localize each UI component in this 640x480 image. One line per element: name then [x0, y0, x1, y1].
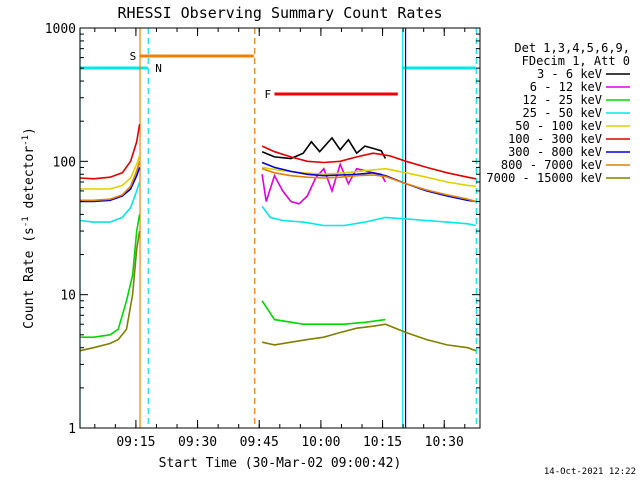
flag-label-0: S [130, 50, 137, 63]
series-lines [79, 124, 477, 352]
series-line-8-seg-0 [79, 230, 141, 352]
series-line-6-seg-0 [80, 167, 141, 203]
flag-label-1: N [155, 62, 162, 75]
series-line-7-seg-0 [80, 161, 141, 202]
series-line-8-seg-1 [261, 323, 477, 352]
vertical-markers [79, 28, 477, 428]
legend-label-6: 300 - 800 keV [508, 145, 602, 159]
legend-label-8: 7000 - 15000 keV [486, 171, 602, 185]
y-axis-label-sup1: -1 [21, 216, 31, 227]
chart-title: RHESSI Observing Summary Count Rates [117, 4, 442, 22]
y-axis-label: Count Rate (s-1 detector-1) [21, 127, 37, 329]
y-tick-label-0: 1 [68, 422, 76, 437]
y-tick-label-3: 1000 [45, 22, 76, 37]
flag-label-3: F [264, 88, 271, 101]
series-line-1-seg-1 [261, 161, 387, 205]
series-line-5-seg-1 [261, 145, 477, 180]
footer-date: 14-Oct-2021 12:22 [544, 467, 636, 477]
y-axis-label-sup2: -1 [21, 135, 31, 146]
x-axis-label: Start Time (30-Mar-02 09:00:42) [159, 456, 402, 471]
series-line-6-seg-1 [261, 161, 477, 203]
series-line-4-seg-1 [261, 166, 476, 188]
x-tick-label-1: 09:30 [178, 435, 217, 450]
x-tick-label-5: 10:30 [425, 435, 464, 450]
y-axis-label-main: Count Rate (s [22, 227, 37, 329]
series-line-4-seg-0 [80, 155, 141, 190]
x-tick-label-2: 09:45 [240, 435, 279, 450]
legend-label-7: 800 - 7000 keV [501, 158, 602, 172]
y-tick-label-2: 100 [53, 155, 76, 170]
axes: 09:15 09:30 09:45 10:00 10:15 10:30 1 10 100 1000 [45, 22, 480, 450]
series-line-5-seg-0 [79, 124, 141, 180]
flag-bars: S N F [80, 50, 476, 101]
y-axis-label-mid: detector [22, 146, 37, 217]
series-line-3-seg-0 [79, 181, 141, 223]
series-line-3-seg-1 [261, 205, 477, 227]
legend: Det 1,3,4,5,6,9,FDecim 1, Att 03 - 6 keV… [486, 41, 630, 185]
x-tick-label-0: 09:15 [116, 435, 155, 450]
legend-label-3: 25 - 50 keV [523, 106, 602, 120]
legend-label-2: 12 - 25 keV [523, 93, 602, 107]
series-line-2-seg-0 [80, 214, 141, 339]
legend-header-1: FDecim 1, Att 0 [522, 54, 630, 68]
legend-label-1: 6 - 12 keV [530, 80, 602, 94]
legend-header-0: Det 1,3,4,5,6,9, [514, 41, 630, 55]
legend-label-5: 100 - 300 keV [508, 132, 602, 146]
x-tick-label-4: 10:15 [363, 435, 402, 450]
legend-label-4: 50 - 100 keV [515, 119, 602, 133]
series-line-7-seg-1 [261, 167, 477, 203]
series-line-2-seg-1 [261, 300, 386, 326]
y-axis-label-end: ) [22, 127, 37, 135]
y-tick-label-1: 10 [60, 289, 76, 304]
x-tick-label-3: 10:00 [301, 435, 340, 450]
legend-label-0: 3 - 6 keV [537, 67, 602, 81]
